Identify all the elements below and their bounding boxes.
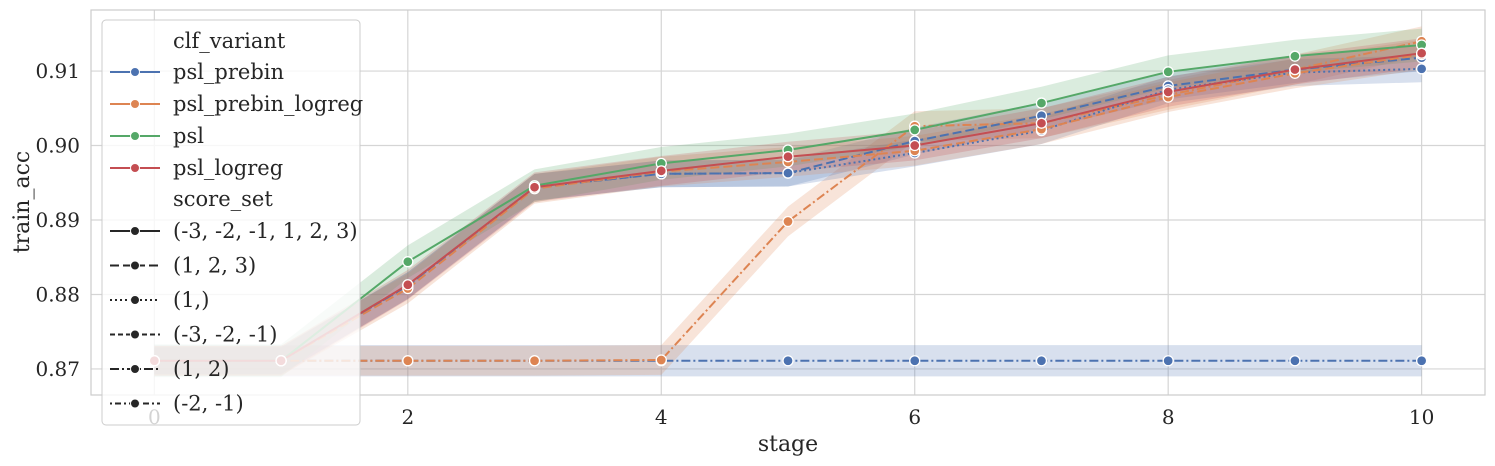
y-tick-label: 0.87 bbox=[35, 357, 80, 381]
legend-hue-marker bbox=[130, 163, 140, 173]
data-point bbox=[528, 355, 541, 367]
data-point bbox=[1415, 63, 1428, 75]
legend: clf_variant psl_prebinpsl_prebin_logregp… bbox=[101, 19, 363, 426]
legend-style-label: (-3, -2, -1, 1, 2, 3) bbox=[173, 219, 358, 243]
legend-style-marker bbox=[130, 329, 140, 340]
y-tick-label: 0.91 bbox=[35, 59, 80, 83]
x-tick-label: 10 bbox=[1409, 405, 1434, 429]
legend-style-marker bbox=[130, 364, 140, 374]
series-line bbox=[154, 40, 1422, 362]
data-point bbox=[1289, 355, 1301, 367]
y-tick-label: 0.89 bbox=[35, 208, 80, 232]
legend-hue-marker bbox=[130, 67, 140, 77]
legend-style-entries: (-3, -2, -1, 1, 2, 3) (1, 2, 3) (1,) (-3, -… bbox=[110, 219, 358, 416]
legend-hue-label: psl_prebin bbox=[173, 60, 284, 84]
data-point bbox=[1035, 117, 1048, 129]
plot-frame bbox=[90, 9, 1486, 396]
data-point bbox=[782, 167, 794, 179]
legend-style-title: score_set bbox=[173, 187, 273, 211]
data-point bbox=[782, 355, 794, 367]
data-point bbox=[402, 355, 414, 367]
legend-hue-marker bbox=[130, 99, 140, 109]
data-point bbox=[909, 139, 921, 152]
data-point bbox=[1415, 47, 1428, 59]
data-point bbox=[402, 279, 414, 291]
data-point bbox=[909, 355, 921, 367]
x-tick-label: 4 bbox=[655, 405, 668, 429]
confidence-band bbox=[154, 39, 1422, 376]
data-point bbox=[1162, 66, 1174, 78]
legend-style-marker bbox=[130, 295, 140, 305]
data-point bbox=[782, 151, 794, 163]
legend-box bbox=[101, 19, 361, 426]
data-point bbox=[655, 165, 667, 177]
data-point bbox=[1035, 355, 1048, 367]
legend-hue-title: clf_variant bbox=[173, 29, 286, 53]
legend-hue-label: psl_logreg bbox=[173, 156, 283, 180]
data-point bbox=[528, 181, 541, 193]
data-point bbox=[1162, 355, 1174, 367]
legend-hue-marker bbox=[130, 131, 140, 141]
legend-style-marker bbox=[130, 226, 140, 236]
legend-style-label: (1, 2, 3) bbox=[173, 254, 256, 278]
data-point bbox=[402, 256, 414, 268]
confidence-band bbox=[154, 28, 1422, 378]
y-tick-label: 0.88 bbox=[35, 282, 80, 306]
legend-hue-label: psl bbox=[173, 124, 204, 148]
data-point bbox=[1162, 86, 1174, 98]
x-tick-label: 6 bbox=[908, 405, 921, 429]
x-axis-label: stage bbox=[758, 432, 818, 457]
data-point bbox=[1289, 50, 1301, 62]
legend-style-label: (1,) bbox=[173, 288, 209, 312]
legend-hue-label: psl_prebin_logreg bbox=[173, 92, 363, 116]
legend-style-marker bbox=[130, 260, 140, 271]
x-tick-label: 8 bbox=[1162, 405, 1175, 429]
legend-style-marker bbox=[130, 398, 140, 409]
data-point bbox=[1289, 63, 1301, 76]
legend-style-label: (-3, -2, -1) bbox=[173, 323, 277, 347]
y-tick-label: 0.90 bbox=[35, 134, 80, 158]
y-tick-labels: 0.87 0.88 0.89 0.90 0.91 bbox=[35, 59, 80, 381]
data-point bbox=[655, 354, 667, 366]
series-line bbox=[154, 53, 1422, 362]
y-axis-label: train_acc bbox=[10, 151, 35, 253]
x-tick-label: 2 bbox=[401, 405, 414, 429]
data-point bbox=[1035, 97, 1048, 109]
legend-style-label: (-2, -1) bbox=[173, 392, 244, 416]
legend-style-label: (1, 2) bbox=[173, 357, 229, 381]
data-point bbox=[1415, 355, 1428, 367]
data-point bbox=[782, 215, 794, 228]
data-point bbox=[909, 124, 921, 136]
